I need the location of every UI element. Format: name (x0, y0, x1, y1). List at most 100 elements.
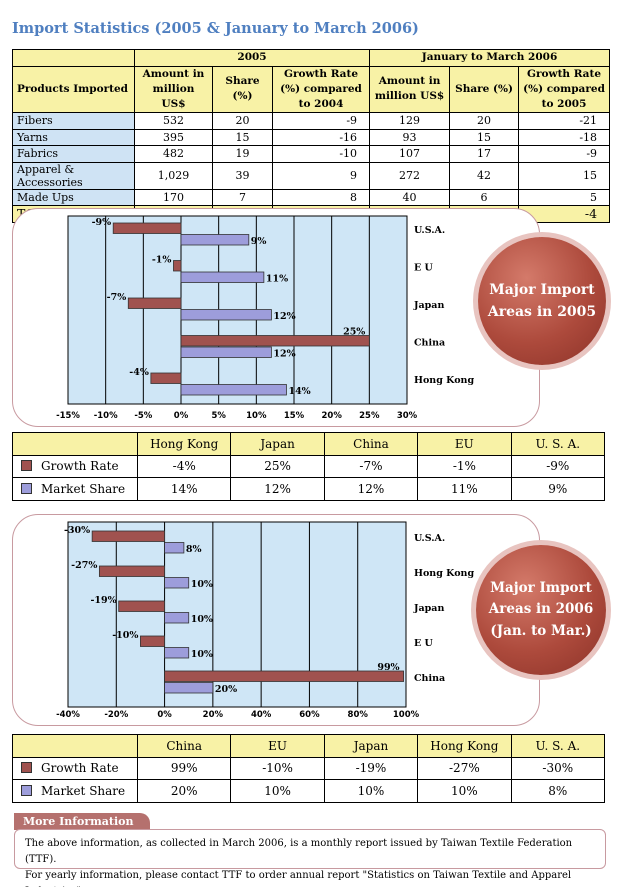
table-cell: 15 (518, 161, 611, 190)
bar-value-label: -27% (71, 560, 97, 571)
bar-value-label: 10% (191, 649, 213, 660)
table-cell: -9 (518, 145, 611, 163)
category-label: Japan (413, 603, 444, 614)
legend-value: 25% (230, 454, 325, 478)
bar-value-label: -1% (152, 255, 172, 266)
growth-rate-bar (91, 530, 165, 542)
x-tick-label: 60% (299, 710, 320, 720)
market-share-bar (164, 647, 190, 659)
legend-value: 10% (230, 779, 325, 803)
bar-value-label: -9% (92, 217, 112, 228)
legend-corner (12, 734, 138, 758)
page-title: Import Statistics (2005 & January to Mar… (12, 20, 419, 37)
legend-value: 10% (323, 779, 419, 803)
circle-label: Areas in 2005 (487, 304, 597, 320)
market-share-bar (180, 384, 287, 396)
product-name: Yarns (12, 128, 135, 147)
legend-value: -4% (136, 454, 232, 478)
market-share-bar (164, 577, 190, 589)
legend-value: 11% (417, 477, 512, 501)
x-tick-label: 20% (321, 411, 342, 421)
legend-column-header: Japan (323, 734, 419, 758)
col-header: Amount in million US$ (369, 65, 451, 114)
x-tick-label: 30% (397, 411, 418, 421)
table-cell: -10 (271, 145, 371, 163)
legend-value: -19% (323, 756, 419, 780)
legend-value: 99% (136, 756, 232, 780)
table-row: Made Ups 170 7 8 40 6 5 (12, 188, 611, 207)
x-tick-label: 80% (348, 710, 369, 720)
table-corner (12, 49, 135, 67)
market-share-swatch (21, 784, 32, 796)
table-cell: 42 (449, 161, 520, 190)
growth-rate-bar (118, 600, 165, 612)
table-cell: 7 (212, 188, 273, 207)
bar-value-label: 20% (215, 684, 237, 695)
table-cell: 93 (369, 128, 451, 147)
table-cell: 17 (449, 145, 520, 163)
category-label: E U (414, 638, 434, 649)
category-label: E U (414, 263, 434, 274)
x-tick-label: 5% (211, 411, 226, 421)
circle-label: Major Import (490, 579, 592, 596)
category-label: U.S.A. (414, 225, 445, 236)
table-cell: 170 (134, 188, 213, 207)
growth-rate-bar (150, 372, 182, 384)
x-tick-label: 0% (157, 710, 172, 720)
legend-value: 20% (136, 779, 232, 803)
x-tick-label: 20% (203, 710, 224, 720)
legend-value: -10% (230, 756, 325, 780)
legend-column-header: Hong Kong (136, 432, 232, 456)
legend-label: Growth Rate (12, 454, 138, 478)
major-import-circle-2006: Major Import Areas in 2006 (Jan. to Mar.… (476, 545, 606, 675)
import-statistics-table: 2005 January to March 2006 Products Impo… (12, 49, 611, 223)
chart-2006: -40% -20% 0% 20% 40% 60% 80% 100% -30% 8% U.S.A. -2… (56, 521, 474, 720)
group-header-2005: 2005 (133, 49, 371, 67)
legend-label: Market Share (12, 477, 138, 501)
legend-value: -7% (323, 454, 419, 478)
circle-label: (Jan. to Mar.) (490, 622, 592, 639)
table-cell: -21 (518, 112, 611, 130)
legend-column-header: EU (417, 432, 512, 456)
market-share-bar (164, 542, 185, 554)
table-cell: 19 (212, 145, 273, 163)
legend-table-2005: Hong Kong Japan China EU U. S. A. Growth Rate… (12, 432, 606, 501)
growth-rate-swatch (21, 762, 32, 774)
bar-value-label: 99% (377, 662, 399, 673)
legend-label-text: Market Share (41, 481, 126, 496)
product-name: Made Ups (12, 188, 135, 207)
circle-label: Major Import (489, 281, 595, 298)
growth-rate-bar (180, 335, 370, 347)
more-information-box: The above information, as collected in M… (14, 829, 606, 887)
table-cell: 15 (212, 128, 273, 147)
info-line: The above information, as collected in M… (25, 838, 573, 865)
x-tick-label: 40% (251, 710, 272, 720)
market-share-bar (164, 612, 190, 624)
x-tick-label: -10% (94, 411, 118, 421)
legend-value: 10% (417, 779, 512, 803)
category-label: China (414, 338, 445, 349)
table-cell: 482 (134, 145, 213, 163)
table-row: Fabrics 482 19 -10 107 17 -9 (12, 145, 611, 163)
col-header: Growth Rate (%) compared to 2005 (518, 65, 611, 114)
category-label: Hong Kong (414, 375, 474, 386)
category-label: U.S.A. (414, 533, 445, 544)
x-tick-label: 15% (284, 411, 305, 421)
legend-value: 12% (230, 477, 325, 501)
table-cell: 20 (449, 112, 520, 130)
x-tick-label: 10% (246, 411, 267, 421)
table-row: Fibers 532 20 -9 129 20 -21 (12, 112, 611, 130)
table-cell: 39 (212, 161, 273, 190)
legend-value: 8% (510, 779, 606, 803)
x-tick-label: -20% (104, 710, 128, 720)
table-cell: -9 (271, 112, 371, 130)
legend-label: Growth Rate (12, 756, 138, 780)
table-cell: 272 (369, 161, 451, 190)
bar-value-label: 14% (288, 386, 310, 397)
growth-rate-swatch (21, 460, 32, 472)
table-cell: 129 (369, 112, 451, 130)
market-share-swatch (21, 482, 32, 494)
bar-value-label: 12% (273, 349, 295, 360)
legend-label: Market Share (12, 779, 138, 803)
legend-column-header: U. S. A. (510, 734, 606, 758)
